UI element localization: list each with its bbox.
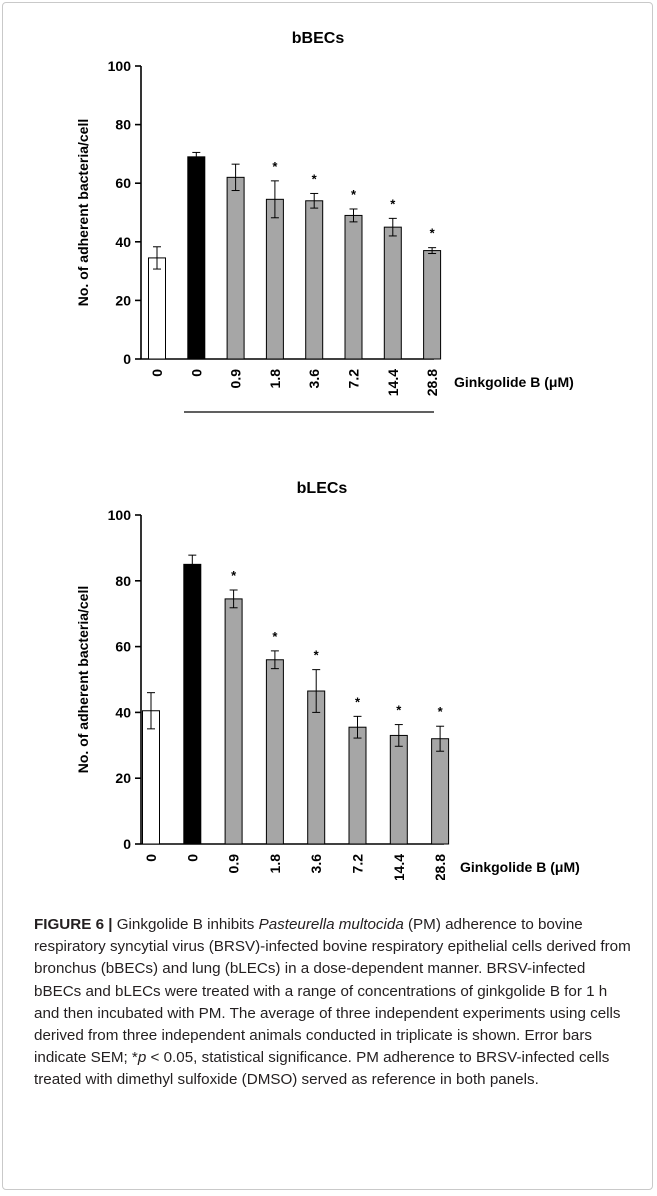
significance-mark: *: [231, 568, 237, 583]
significance-mark: *: [351, 187, 357, 202]
bar: [389, 734, 408, 845]
bar: [187, 156, 206, 360]
bar: [142, 710, 160, 845]
bar: [423, 250, 442, 360]
significance-mark: *: [272, 629, 278, 644]
x-tick-label: 14.4: [391, 854, 407, 880]
chart-bbecs: bBECs No. of adherent bacteria/cell 0 20 40 6…: [75, 30, 574, 413]
x-tick-label: 0: [188, 369, 204, 377]
bar: [183, 563, 202, 845]
caption-text-3: < 0.05, statistical significance. PM adh…: [34, 1049, 610, 1089]
y-tick-label: 60: [115, 175, 131, 191]
x-tick-label: 0: [143, 854, 159, 862]
x-tick-label: 1.8: [267, 369, 283, 389]
y-axis-label: No. of adherent bacteria/cell: [75, 586, 91, 774]
bar: [265, 659, 284, 845]
significance-mark: *: [314, 648, 320, 663]
significance-mark: *: [312, 171, 318, 186]
x-axis-label: Ginkgolide B (μM): [460, 859, 580, 875]
bar: [344, 214, 363, 360]
x-tick-label: 3.6: [306, 369, 322, 389]
significance-mark: *: [355, 694, 361, 709]
y-tick-label: 100: [108, 507, 132, 523]
caption-italic-species: Pasteurella multocida: [258, 916, 404, 933]
x-tick-label: 28.8: [432, 854, 448, 880]
chart-title: bBECs: [292, 30, 345, 47]
caption-text-1: Ginkgolide B inhibits: [112, 916, 259, 933]
x-tick-label: 0: [149, 369, 165, 377]
x-tick-label: 3.6: [308, 854, 324, 874]
bar: [383, 226, 402, 360]
x-tick-label: 7.2: [346, 369, 362, 389]
y-tick-label: 100: [108, 58, 132, 74]
y-axis-label: No. of adherent bacteria/cell: [75, 119, 91, 307]
y-tick-label: 0: [123, 836, 131, 852]
significance-mark: *: [390, 196, 396, 211]
x-tick-label: 0.9: [226, 854, 242, 874]
x-tick-label: 1.8: [267, 854, 283, 874]
y-tick-label: 20: [115, 770, 131, 786]
bar: [226, 176, 245, 360]
x-tick-label: 7.2: [350, 854, 366, 874]
y-tick-label: 20: [115, 292, 131, 308]
figure-caption: FIGURE 6 | Ginkgolide B inhibits Pasteur…: [34, 914, 634, 1092]
significance-mark: *: [438, 704, 444, 719]
bar: [148, 257, 166, 360]
chart-blecs: bLECs No. of adherent bacteria/cell 0 20 40 6…: [75, 480, 580, 880]
x-axis-label: Ginkgolide B (μM): [454, 374, 574, 390]
bar: [307, 690, 326, 845]
significance-mark: *: [430, 226, 436, 241]
figure-label: FIGURE 6 |: [34, 916, 113, 933]
caption-italic-p: p: [137, 1049, 147, 1067]
bar: [431, 738, 450, 845]
bar: [348, 726, 367, 845]
bar: [305, 200, 324, 360]
y-tick-label: 0: [123, 351, 131, 367]
significance-mark: *: [272, 159, 278, 174]
x-tick-label: 0: [184, 854, 200, 862]
x-tick-label: 14.4: [385, 369, 401, 396]
y-tick-label: 40: [115, 234, 131, 250]
caption-text-2: (PM) adherence to bovine respiratory syn…: [34, 916, 631, 1067]
significance-mark: *: [396, 703, 402, 718]
chart-title: bLECs: [297, 480, 348, 497]
bar: [224, 598, 243, 845]
x-tick-label: 28.8: [424, 369, 440, 396]
y-tick-label: 60: [115, 639, 131, 655]
x-tick-label: 0.9: [228, 369, 244, 389]
bar: [265, 198, 284, 360]
y-tick-label: 80: [115, 573, 131, 589]
y-tick-label: 80: [115, 117, 131, 133]
y-tick-label: 40: [115, 704, 131, 720]
